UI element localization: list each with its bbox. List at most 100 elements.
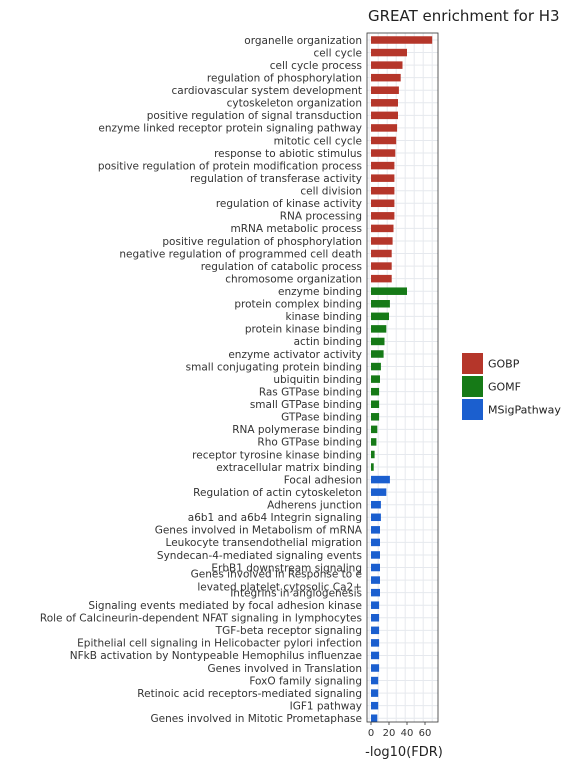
bar [371,350,384,358]
bars [371,36,433,722]
bar [371,676,379,685]
y-tick-label: chromosome organization [225,273,362,285]
y-tick-label: mRNA metabolic process [230,223,362,235]
bar [371,300,390,308]
y-tick-label: Role of Calcineurin-dependent NFAT signa… [40,613,362,625]
y-tick-label: Focal adhesion [284,474,362,486]
bar [371,601,380,609]
y-tick-label: actin binding [294,336,362,348]
y-tick-label: cell cycle [313,47,362,59]
bar [371,136,397,145]
y-tick-label: Epithelial cell signaling in Helicobacte… [77,638,362,650]
legend-label: GOBP [488,358,520,371]
bar [371,287,407,295]
legend-key [462,353,483,374]
bar [371,224,394,233]
y-tick-label: extracellular matrix binding [216,462,362,474]
y-tick-label: cell division [300,186,362,198]
y-tick-label: small GTPase binding [250,399,362,411]
y-tick-label: enzyme activator activity [228,349,362,361]
bar [371,312,389,321]
bar [371,325,387,333]
bar [371,664,380,672]
bar [371,186,395,195]
y-tick-label: TGF-beta receptor signaling [215,625,362,637]
bar [371,513,381,522]
y-tick-label: positive regulation of phosphorylation [162,236,362,248]
bar [371,362,381,371]
legend-label: GOMF [488,381,521,394]
chart-title: GREAT enrichment for H3 [368,7,560,25]
y-tick-label: Leukocyte transendothelial migration [166,537,362,549]
y-tick-label: Rho GTPase binding [257,437,362,449]
bar [371,262,392,270]
bar [371,488,387,496]
y-tick-label: Adherens junction [267,500,362,512]
y-tick-label: regulation of phosphorylation [207,72,362,84]
bar [371,576,380,584]
bar [371,86,399,94]
legend-key [462,376,483,397]
plot-panel [366,32,439,723]
y-tick-label: regulation of kinase activity [216,198,362,210]
y-tick-label: enzyme binding [278,286,362,298]
bar [371,36,433,44]
legend: GOBP GOMF MSigPathway [462,353,561,420]
x-axis-title: -log10(FDR) [365,745,443,760]
x-tick-label: 0 [368,728,374,739]
y-tick-label: GTPase binding [281,412,362,424]
y-tick-label: IGF1 pathway [290,700,362,712]
y-tick-label: Retinoic acid receptors-mediated signali… [137,688,362,700]
y-tick-label: small conjugating protein binding [186,361,362,373]
bar [371,563,380,572]
bar [371,387,380,396]
bar [371,212,395,220]
legend-label: MSigPathway [488,404,561,417]
y-tick-label: mitotic cell cycle [274,135,362,147]
bar [371,413,380,421]
bar [371,714,378,722]
y-tick-label: ubiquitin binding [273,374,362,386]
y-tick-label: enzyme linked receptor protein signaling… [98,123,362,135]
y-tick-label: response to abiotic stimulus [214,148,362,160]
bar [371,61,403,69]
y-tick-label: RNA processing [280,211,362,223]
bar [371,588,380,597]
y-tick-label: Genes involved in Response to e [191,569,362,581]
bar [371,701,379,710]
bar [371,375,380,383]
y-tick-label: NFkB activation by Nontypeable Hemophilu… [70,650,362,662]
bar [371,111,398,120]
y-tick-label: positive regulation of protein modificat… [98,160,362,172]
x-tick-label: 20 [383,728,396,739]
y-tick-label: Genes involved in Mitotic Prometaphase [151,713,362,725]
y-tick-label: protein kinase binding [245,324,362,336]
bar [371,450,375,459]
y-tick-label: FoxO family signaling [249,675,362,687]
x-axis-ticks: 0 20 40 60 [368,722,431,739]
bar [371,249,392,258]
y-tick-label: levated platelet cytosolic Ca2+ [197,582,362,594]
bar [371,463,374,471]
bar [371,99,398,107]
bar [371,337,385,346]
bar [371,526,380,534]
y-tick-label: cytoskeleton organization [227,98,362,110]
y-tick-label: kinase binding [286,311,363,323]
bar [371,475,390,484]
y-tick-label: positive regulation of signal transducti… [147,110,362,122]
bar [371,161,395,170]
y-tick-label: RNA polymerase binding [232,424,362,436]
bar [371,626,380,635]
y-tick-label: Syndecan-4-mediated signaling events [157,550,362,562]
y-tick-label: negative regulation of programmed cell d… [119,248,362,260]
y-tick-label: Genes involved in Translation [208,663,362,675]
bar [371,438,377,446]
bar [371,149,396,157]
y-tick-label: organelle organization [244,35,362,47]
bar [371,400,380,408]
y-tick-label: ErbB1 downstream signaling [211,562,362,574]
bar [371,689,379,697]
legend-key [462,399,483,420]
